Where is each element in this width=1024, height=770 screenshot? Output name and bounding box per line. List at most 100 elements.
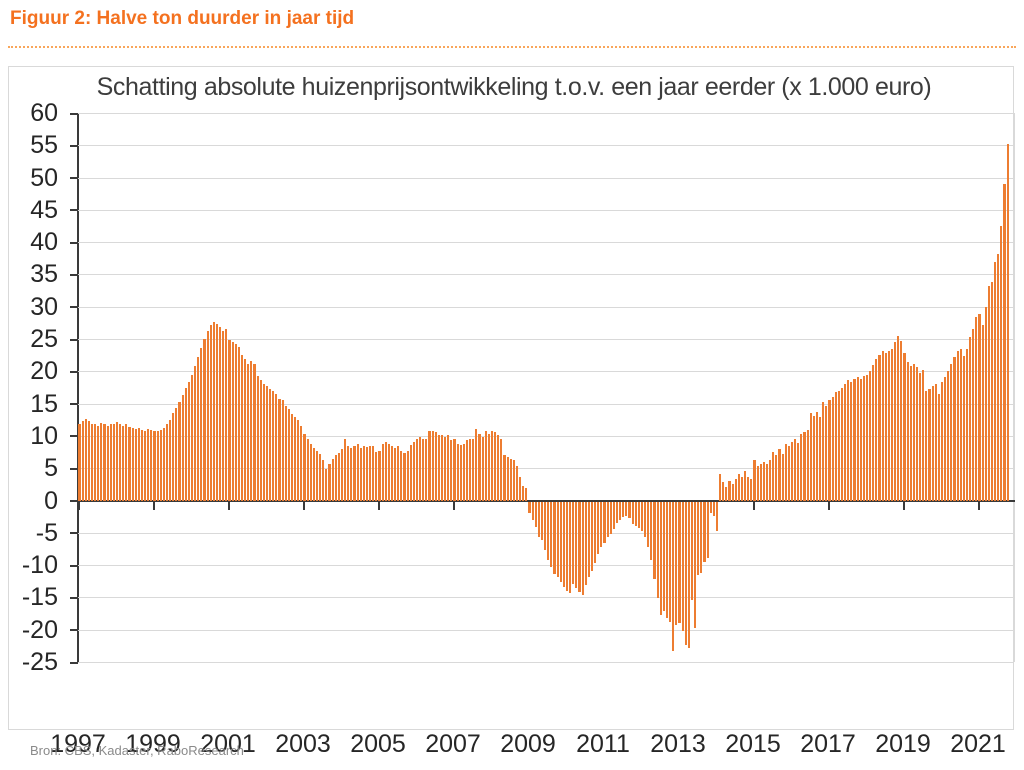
x-axis-tick bbox=[902, 500, 905, 510]
bar bbox=[278, 399, 281, 501]
x-axis-label: 2013 bbox=[650, 730, 706, 758]
gridline bbox=[78, 306, 1014, 308]
bar bbox=[672, 501, 675, 652]
bar bbox=[328, 463, 331, 501]
y-axis-label: 0 bbox=[44, 486, 58, 515]
bar bbox=[862, 375, 865, 501]
source-attribution: Bron: CBS, Kadaster, RaboResearch bbox=[30, 743, 244, 758]
bar bbox=[478, 434, 481, 501]
bar bbox=[128, 426, 131, 501]
bar bbox=[197, 357, 200, 501]
bar bbox=[878, 355, 881, 501]
bar bbox=[244, 359, 247, 501]
bar bbox=[731, 483, 734, 501]
bar bbox=[344, 439, 347, 501]
gridline bbox=[78, 662, 1014, 663]
bar bbox=[356, 443, 359, 501]
bar bbox=[750, 478, 753, 501]
bar bbox=[706, 501, 709, 559]
bar bbox=[778, 448, 781, 501]
bar bbox=[256, 375, 259, 501]
y-axis-label: 35 bbox=[30, 260, 58, 289]
bar bbox=[562, 501, 565, 587]
y-axis-tick bbox=[70, 177, 78, 180]
bar bbox=[481, 437, 484, 501]
bar bbox=[312, 447, 315, 501]
bar bbox=[797, 443, 800, 501]
bar bbox=[156, 431, 159, 501]
bar bbox=[740, 477, 744, 501]
bar bbox=[447, 435, 450, 501]
bar bbox=[759, 463, 762, 501]
bar bbox=[887, 350, 890, 501]
chart-frame: Schatting absolute huizenprijsontwikkeli… bbox=[8, 66, 1015, 758]
bar bbox=[994, 262, 997, 501]
bar bbox=[400, 451, 403, 501]
bar bbox=[656, 501, 659, 599]
x-axis-label: 1997 bbox=[50, 730, 106, 758]
bar bbox=[844, 384, 847, 501]
bar bbox=[934, 384, 937, 501]
bar bbox=[394, 447, 397, 501]
bar bbox=[540, 501, 544, 541]
bar bbox=[865, 374, 869, 501]
bar bbox=[700, 501, 703, 574]
bar bbox=[465, 440, 469, 501]
y-axis-label: 45 bbox=[30, 195, 58, 224]
bar bbox=[872, 364, 875, 501]
bar bbox=[937, 393, 940, 501]
bar bbox=[350, 447, 353, 501]
bar bbox=[297, 420, 300, 501]
bar bbox=[662, 501, 665, 612]
bar bbox=[950, 364, 953, 501]
bar bbox=[819, 417, 822, 501]
bar bbox=[275, 393, 278, 501]
bar bbox=[859, 379, 862, 501]
bar bbox=[519, 477, 522, 501]
bar bbox=[462, 443, 465, 501]
bar bbox=[644, 501, 647, 538]
bar bbox=[484, 430, 487, 501]
bar bbox=[456, 443, 459, 501]
bar bbox=[794, 439, 797, 501]
bar bbox=[175, 408, 178, 501]
bar bbox=[78, 424, 81, 501]
bar bbox=[331, 459, 334, 501]
bar bbox=[640, 501, 644, 531]
bar bbox=[762, 461, 765, 501]
bar bbox=[503, 455, 506, 501]
y-axis-label: -20 bbox=[21, 615, 58, 644]
bar bbox=[603, 501, 606, 544]
bar bbox=[812, 415, 815, 501]
bar bbox=[965, 348, 969, 501]
bar bbox=[956, 350, 959, 501]
bar bbox=[775, 455, 778, 501]
y-axis-tick bbox=[70, 273, 78, 276]
bar bbox=[459, 444, 462, 501]
gridline bbox=[78, 597, 1014, 599]
y-axis-tick bbox=[70, 112, 78, 115]
bar bbox=[928, 388, 931, 501]
x-axis-label: 2001 bbox=[200, 730, 256, 758]
bar bbox=[206, 330, 209, 501]
bar bbox=[787, 445, 790, 501]
bar bbox=[412, 442, 415, 501]
bar bbox=[681, 501, 684, 632]
y-axis-tick bbox=[70, 403, 78, 406]
bar bbox=[953, 357, 956, 501]
bar bbox=[997, 254, 1000, 501]
y-axis-tick bbox=[70, 564, 78, 567]
bar bbox=[147, 428, 150, 501]
bar bbox=[153, 430, 156, 501]
bar bbox=[375, 452, 378, 501]
bar bbox=[919, 372, 922, 501]
bar bbox=[903, 352, 906, 501]
bar bbox=[615, 501, 619, 524]
gridline bbox=[78, 113, 1014, 114]
bar bbox=[684, 501, 687, 645]
bar bbox=[528, 501, 531, 514]
bar bbox=[181, 395, 184, 501]
bar bbox=[978, 313, 981, 501]
gridline bbox=[78, 629, 1014, 631]
bar bbox=[947, 371, 950, 501]
